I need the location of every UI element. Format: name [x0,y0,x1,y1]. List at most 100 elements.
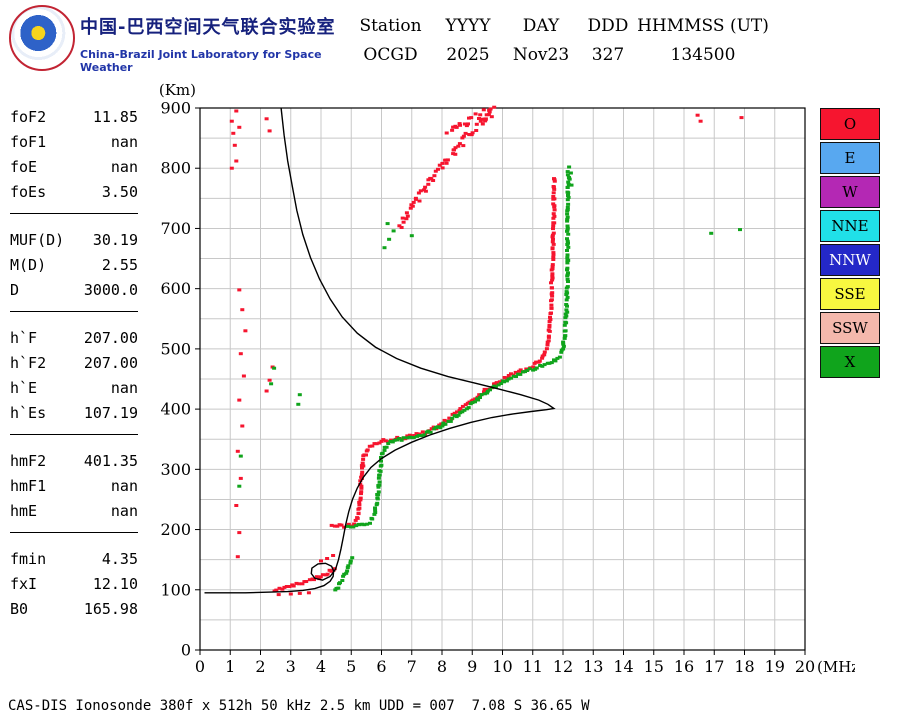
svg-text:900: 900 [160,99,191,118]
station-value-4: 134500 [670,45,736,65]
legend-item-o: O [820,108,880,140]
legend-item-ssw: SSW [820,312,880,344]
param-group-2: MUF(D) 30.19 M(D) 2.55 D 3000.0 [10,227,138,312]
svg-text:2: 2 [255,657,265,676]
svg-text:(Km): (Km) [159,82,196,99]
echo-direction-legend: O E W NNE NNW SSE SSW X [820,108,880,380]
series-profile [204,107,556,594]
svg-text:100: 100 [160,580,191,599]
param-label-he: h`E [10,378,38,397]
x-axis-ticks: 0 1 2 3 4 5 6 7 8 9 10 11 12 13 14 15 16 17 18 19 20 [195,650,815,676]
param-row-hes: h`Es 107.19 [10,400,138,425]
param-label-hes: h`Es [10,403,47,422]
param-group-4: hmF2 401.35 hmF1 nan hmE nan [10,448,138,533]
svg-text:7: 7 [407,657,417,676]
param-label-hf: h`F [10,328,38,347]
param-group-5: fmin 4.35 fxI 12.10 B0 165.98 [10,546,138,630]
param-row-foe: foE nan [10,154,138,179]
lab-titles: 中国-巴西空间天气联合实验室 China-Brazil Joint Labora… [80,13,345,74]
svg-text:0: 0 [181,641,191,660]
legend-item-e: E [820,142,880,174]
param-value-hf: 207.00 [83,328,138,347]
svg-text:18: 18 [734,657,754,676]
param-row-hf: h`F 207.00 [10,325,138,350]
param-value-fof1: nan [110,132,138,151]
param-value-hmf2: 401.35 [83,451,138,470]
legend-item-sse: SSE [820,278,880,310]
param-row-b0: B0 165.98 [10,596,138,621]
series-x-trace-f [346,170,571,529]
ionogram-svg: 0 1 2 3 4 5 6 7 8 9 10 11 12 13 14 15 16 17 18 19 2001002003… [159,81,865,676]
svg-text:13: 13 [583,657,603,676]
param-label-foe: foE [10,157,38,176]
svg-text:300: 300 [160,460,191,479]
param-row-foes: foEs 3.50 [10,179,138,204]
param-value-fxi: 12.10 [92,574,138,593]
param-label-fof1: foF1 [10,132,47,151]
param-value-hme: nan [110,501,138,520]
param-row-hf2: h`F2 207.00 [10,350,138,375]
param-label-hmf2: hmF2 [10,451,47,470]
station-header-3: DDD [587,16,629,36]
svg-text:5: 5 [346,657,356,676]
param-row-hme: hmE nan [10,498,138,523]
param-value-md: 2.55 [101,255,138,274]
svg-text:19: 19 [765,657,785,676]
svg-text:10: 10 [492,657,512,676]
param-row-fof1: foF1 nan [10,129,138,154]
param-row-md: M(D) 2.55 [10,252,138,277]
series-o-spread-top [444,108,494,135]
status-line: CAS-DIS Ionosonde 380f x 512h 50 kHz 2.5… [8,698,590,714]
station-header-4: HHMMSS (UT) [637,16,769,36]
svg-text:14: 14 [613,657,633,676]
param-label-foes: foEs [10,182,47,201]
param-value-hmf1: nan [110,476,138,495]
param-label-fof2: foF2 [10,107,47,126]
param-value-hes: 107.19 [83,403,138,422]
legend-item-nne: NNE [820,210,880,242]
param-value-he: nan [110,378,138,397]
series-x-scatter [237,165,742,488]
param-row-hmf2: hmF2 401.35 [10,448,138,473]
param-value-foes: 3.50 [101,182,138,201]
svg-text:(MHz): (MHz) [817,658,855,676]
param-value-fmin: 4.35 [101,549,138,568]
parameter-panel: foF2 11.85 foF1 nan foE nan foEs 3.50 MUF(D) 30.1… [10,104,138,643]
param-label-d: D [10,280,20,299]
param-row-fof2: foF2 11.85 [10,104,138,129]
param-value-foe: nan [110,157,138,176]
svg-text:17: 17 [704,657,724,676]
param-label-fxi: fxI [10,574,38,593]
param-group-1: foF2 11.85 foF1 nan foE nan foEs 3.50 [10,104,138,214]
param-label-md: M(D) [10,255,47,274]
station-value-3: 327 [591,45,625,65]
svg-text:200: 200 [160,520,191,539]
legend-item-x: X [820,346,880,378]
svg-text:6: 6 [376,657,386,676]
param-label-fmin: fmin [10,549,47,568]
lab-logo-icon [9,5,75,71]
station-header-0: Station [359,16,422,36]
svg-text:3: 3 [286,657,296,676]
station-header-row: Station YYYY DAY DDD HHMMSS (UT) [348,14,769,38]
param-row-hmf1: hmF1 nan [10,473,138,498]
param-value-d: 3000.0 [83,280,138,299]
svg-text:9: 9 [467,657,477,676]
lab-title-english: China-Brazil Joint Laboratory for Space … [80,48,322,74]
svg-text:600: 600 [160,279,191,298]
svg-text:20: 20 [795,657,815,676]
param-label-hf2: h`F2 [10,353,47,372]
series-o-trace-es [272,567,337,593]
series-o-scatter [229,109,744,597]
series-x-trace-es [333,556,355,592]
series-o-spread [397,105,497,229]
param-row-he: h`E nan [10,375,138,400]
svg-text:11: 11 [523,657,543,676]
param-value-fof2: 11.85 [92,107,138,126]
plot-gridlines [199,107,806,651]
svg-text:15: 15 [644,657,664,676]
svg-text:800: 800 [160,159,191,178]
param-group-3: h`F 207.00 h`F2 207.00 h`E nan h`Es 107.19 [10,325,138,435]
svg-text:4: 4 [316,657,326,676]
param-value-b0: 165.98 [83,599,138,618]
